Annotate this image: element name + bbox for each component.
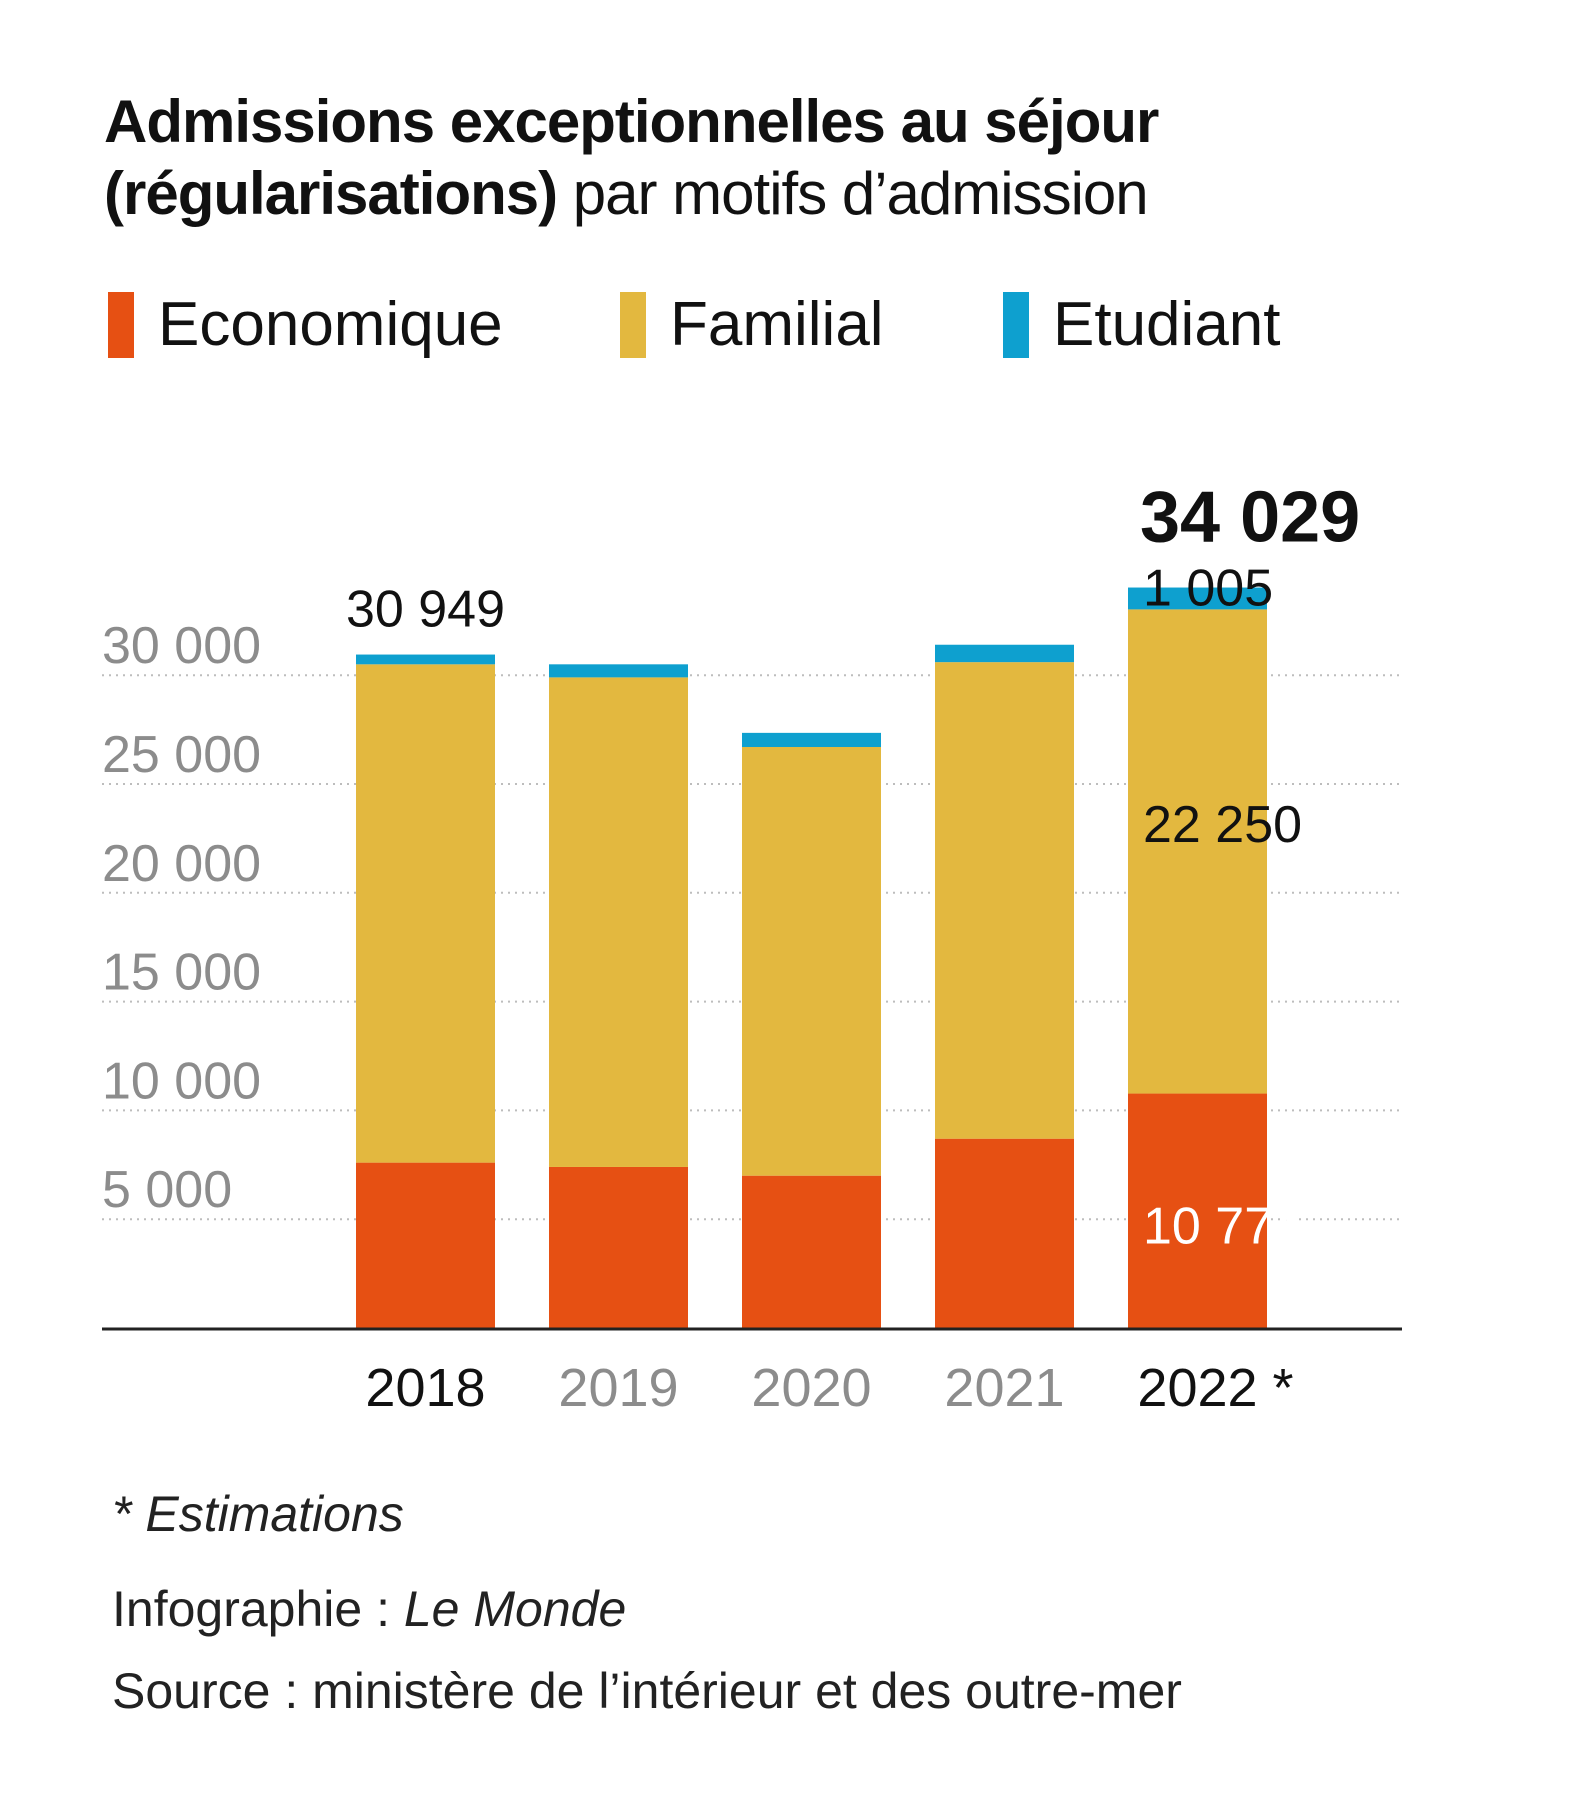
y-tick-label-5000: 5 000 [102, 1161, 232, 1219]
bar-2021-familial [935, 662, 1074, 1139]
bar-2019-etudiant [549, 664, 688, 677]
bar-2020-economique [742, 1176, 881, 1328]
bar-2020-familial [742, 747, 881, 1176]
segment-label-2022-familial: 22 250 [1143, 796, 1302, 854]
y-tick-label-30000: 30 000 [102, 617, 261, 675]
bar-2021-economique [935, 1139, 1074, 1328]
legend-label-etudiant: Etudiant [1053, 290, 1281, 360]
segment-label-2022-etudiant: 1 005 [1143, 560, 1273, 618]
x-tick-label-2020: 2020 [751, 1358, 871, 1418]
segment-label-2022-economique: 10 774 [1143, 1198, 1302, 1256]
legend-item-familial: Familial [620, 290, 884, 360]
x-tick-label-2019: 2019 [558, 1358, 678, 1418]
source-line: Source : ministère de l’intérieur et des… [112, 1662, 1182, 1720]
total-label-bold-2022: 34 029 [1140, 478, 1360, 558]
y-tick-label-15000: 15 000 [102, 944, 261, 1002]
legend-label-economique: Economique [158, 290, 503, 360]
bar-2018-economique [356, 1163, 495, 1328]
y-tick-label-20000: 20 000 [102, 835, 261, 893]
bar-2021-etudiant [935, 645, 1074, 662]
y-tick-label-25000: 25 000 [102, 726, 261, 784]
x-tick-label-2018: 2018 [365, 1358, 485, 1418]
bar-2018-familial [356, 664, 495, 1162]
bar-2019-economique [549, 1167, 688, 1328]
stacked-bar-chart: 5 000 10 000 15 000 20 000 25 000 30 000 2018 2… [0, 430, 1586, 1450]
y-tick-label-10000: 10 000 [102, 1052, 261, 1110]
legend-swatch-economique [108, 292, 134, 358]
total-label-2018: 30 949 [346, 581, 505, 639]
bar-2018-etudiant [356, 655, 495, 665]
bar-2020-etudiant [742, 733, 881, 747]
chart-title-regular: par motifs d’admission [557, 160, 1148, 227]
bar-2019-familial [549, 677, 688, 1167]
legend-swatch-familial [620, 292, 646, 358]
legend-item-etudiant: Etudiant [1003, 290, 1281, 360]
x-tick-label-2022: 2022 * [1137, 1358, 1293, 1418]
credit-name: Le Monde [404, 1581, 626, 1637]
chart-title: Admissions exceptionnelles au séjour (ré… [104, 86, 1404, 230]
legend: Economique Familial Etudiant [108, 290, 1408, 360]
legend-item-economique: Economique [108, 290, 503, 360]
credit-line: Infographie : Le Monde [112, 1580, 626, 1638]
x-tick-label-2021: 2021 [944, 1358, 1064, 1418]
credit-prefix: Infographie : [112, 1581, 404, 1637]
footnote-estimations: * Estimations [112, 1485, 404, 1543]
legend-label-familial: Familial [670, 290, 884, 360]
legend-swatch-etudiant [1003, 292, 1029, 358]
